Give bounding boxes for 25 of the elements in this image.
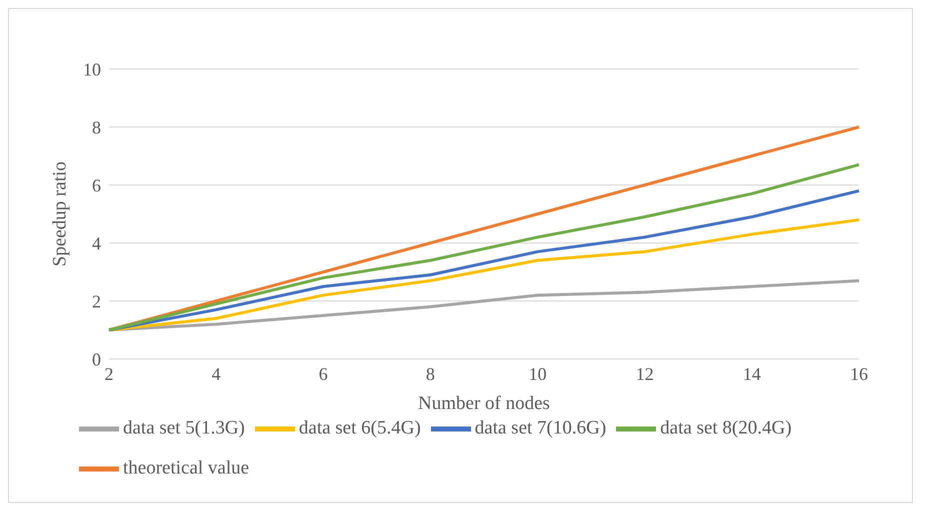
y-tick-label: 10	[83, 59, 101, 80]
x-tick-label: 16	[850, 364, 868, 384]
x-tick-label: 14	[742, 364, 761, 384]
legend-label: data set 8(20.4G)	[660, 417, 792, 438]
y-axis-title: Speedup ratio	[50, 161, 71, 267]
y-tick-label: 6	[92, 175, 101, 196]
line-series	[108, 189, 860, 332]
legend-label: data set 5(1.3G)	[123, 417, 245, 438]
x-tick-label: 12	[636, 364, 654, 384]
line-series	[108, 126, 860, 332]
legend-label: data set 7(10.6G)	[474, 417, 606, 438]
x-axis-title: Number of nodes	[418, 393, 550, 414]
legend-label: theoretical value	[123, 457, 250, 478]
y-tick-label: 4	[92, 233, 101, 254]
legend-label: data set 6(5.4G)	[298, 417, 421, 438]
y-tick-label: 8	[92, 117, 101, 138]
line-series	[108, 163, 860, 332]
line-series	[108, 218, 860, 332]
y-tick-label: 2	[92, 291, 101, 312]
x-tick-label: 8	[426, 364, 435, 384]
x-tick-label: 10	[528, 364, 547, 384]
y-tick-label: 0	[92, 349, 101, 370]
x-tick-label: 4	[212, 364, 221, 384]
x-tick-label: 2	[104, 364, 114, 384]
x-tick-label: 6	[318, 364, 328, 384]
